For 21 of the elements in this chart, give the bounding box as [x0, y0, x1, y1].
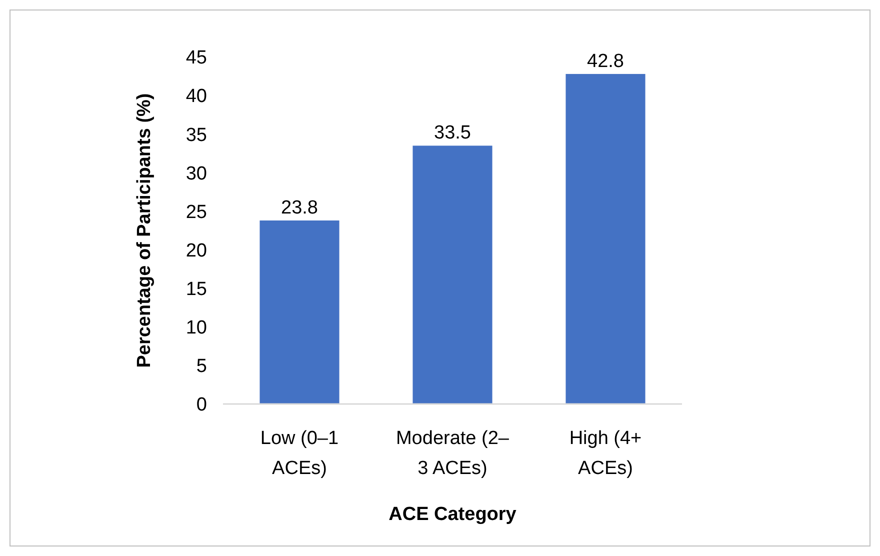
y-tick-label: 35: [186, 124, 207, 146]
bar: [260, 220, 340, 404]
bar: [566, 74, 646, 404]
y-tick-label: 45: [186, 48, 207, 69]
data-label: 42.8: [587, 50, 624, 72]
y-tick-label: 40: [186, 86, 207, 108]
x-tick-label: Moderate (2–3 ACEs): [396, 428, 510, 479]
y-axis-title: Percentage of Participants (%): [134, 93, 155, 368]
y-tick-label: 15: [186, 278, 207, 300]
y-tick-label: 25: [186, 202, 207, 223]
x-axis-title: ACE Category: [388, 504, 517, 525]
x-tick-label: Low (0–1 ACEs): [260, 428, 339, 479]
y-tick-label: 20: [186, 240, 207, 262]
data-label: 23.8: [281, 197, 318, 218]
bar: [412, 146, 492, 404]
y-tick-label: 30: [186, 163, 207, 184]
y-tick-label: 10: [186, 318, 207, 339]
y-tick-label: 0: [196, 394, 207, 416]
data-label: 33.5: [434, 122, 471, 144]
x-tick-label: High (4+ ACEs): [569, 428, 642, 479]
y-tick-label: 5: [196, 356, 207, 378]
